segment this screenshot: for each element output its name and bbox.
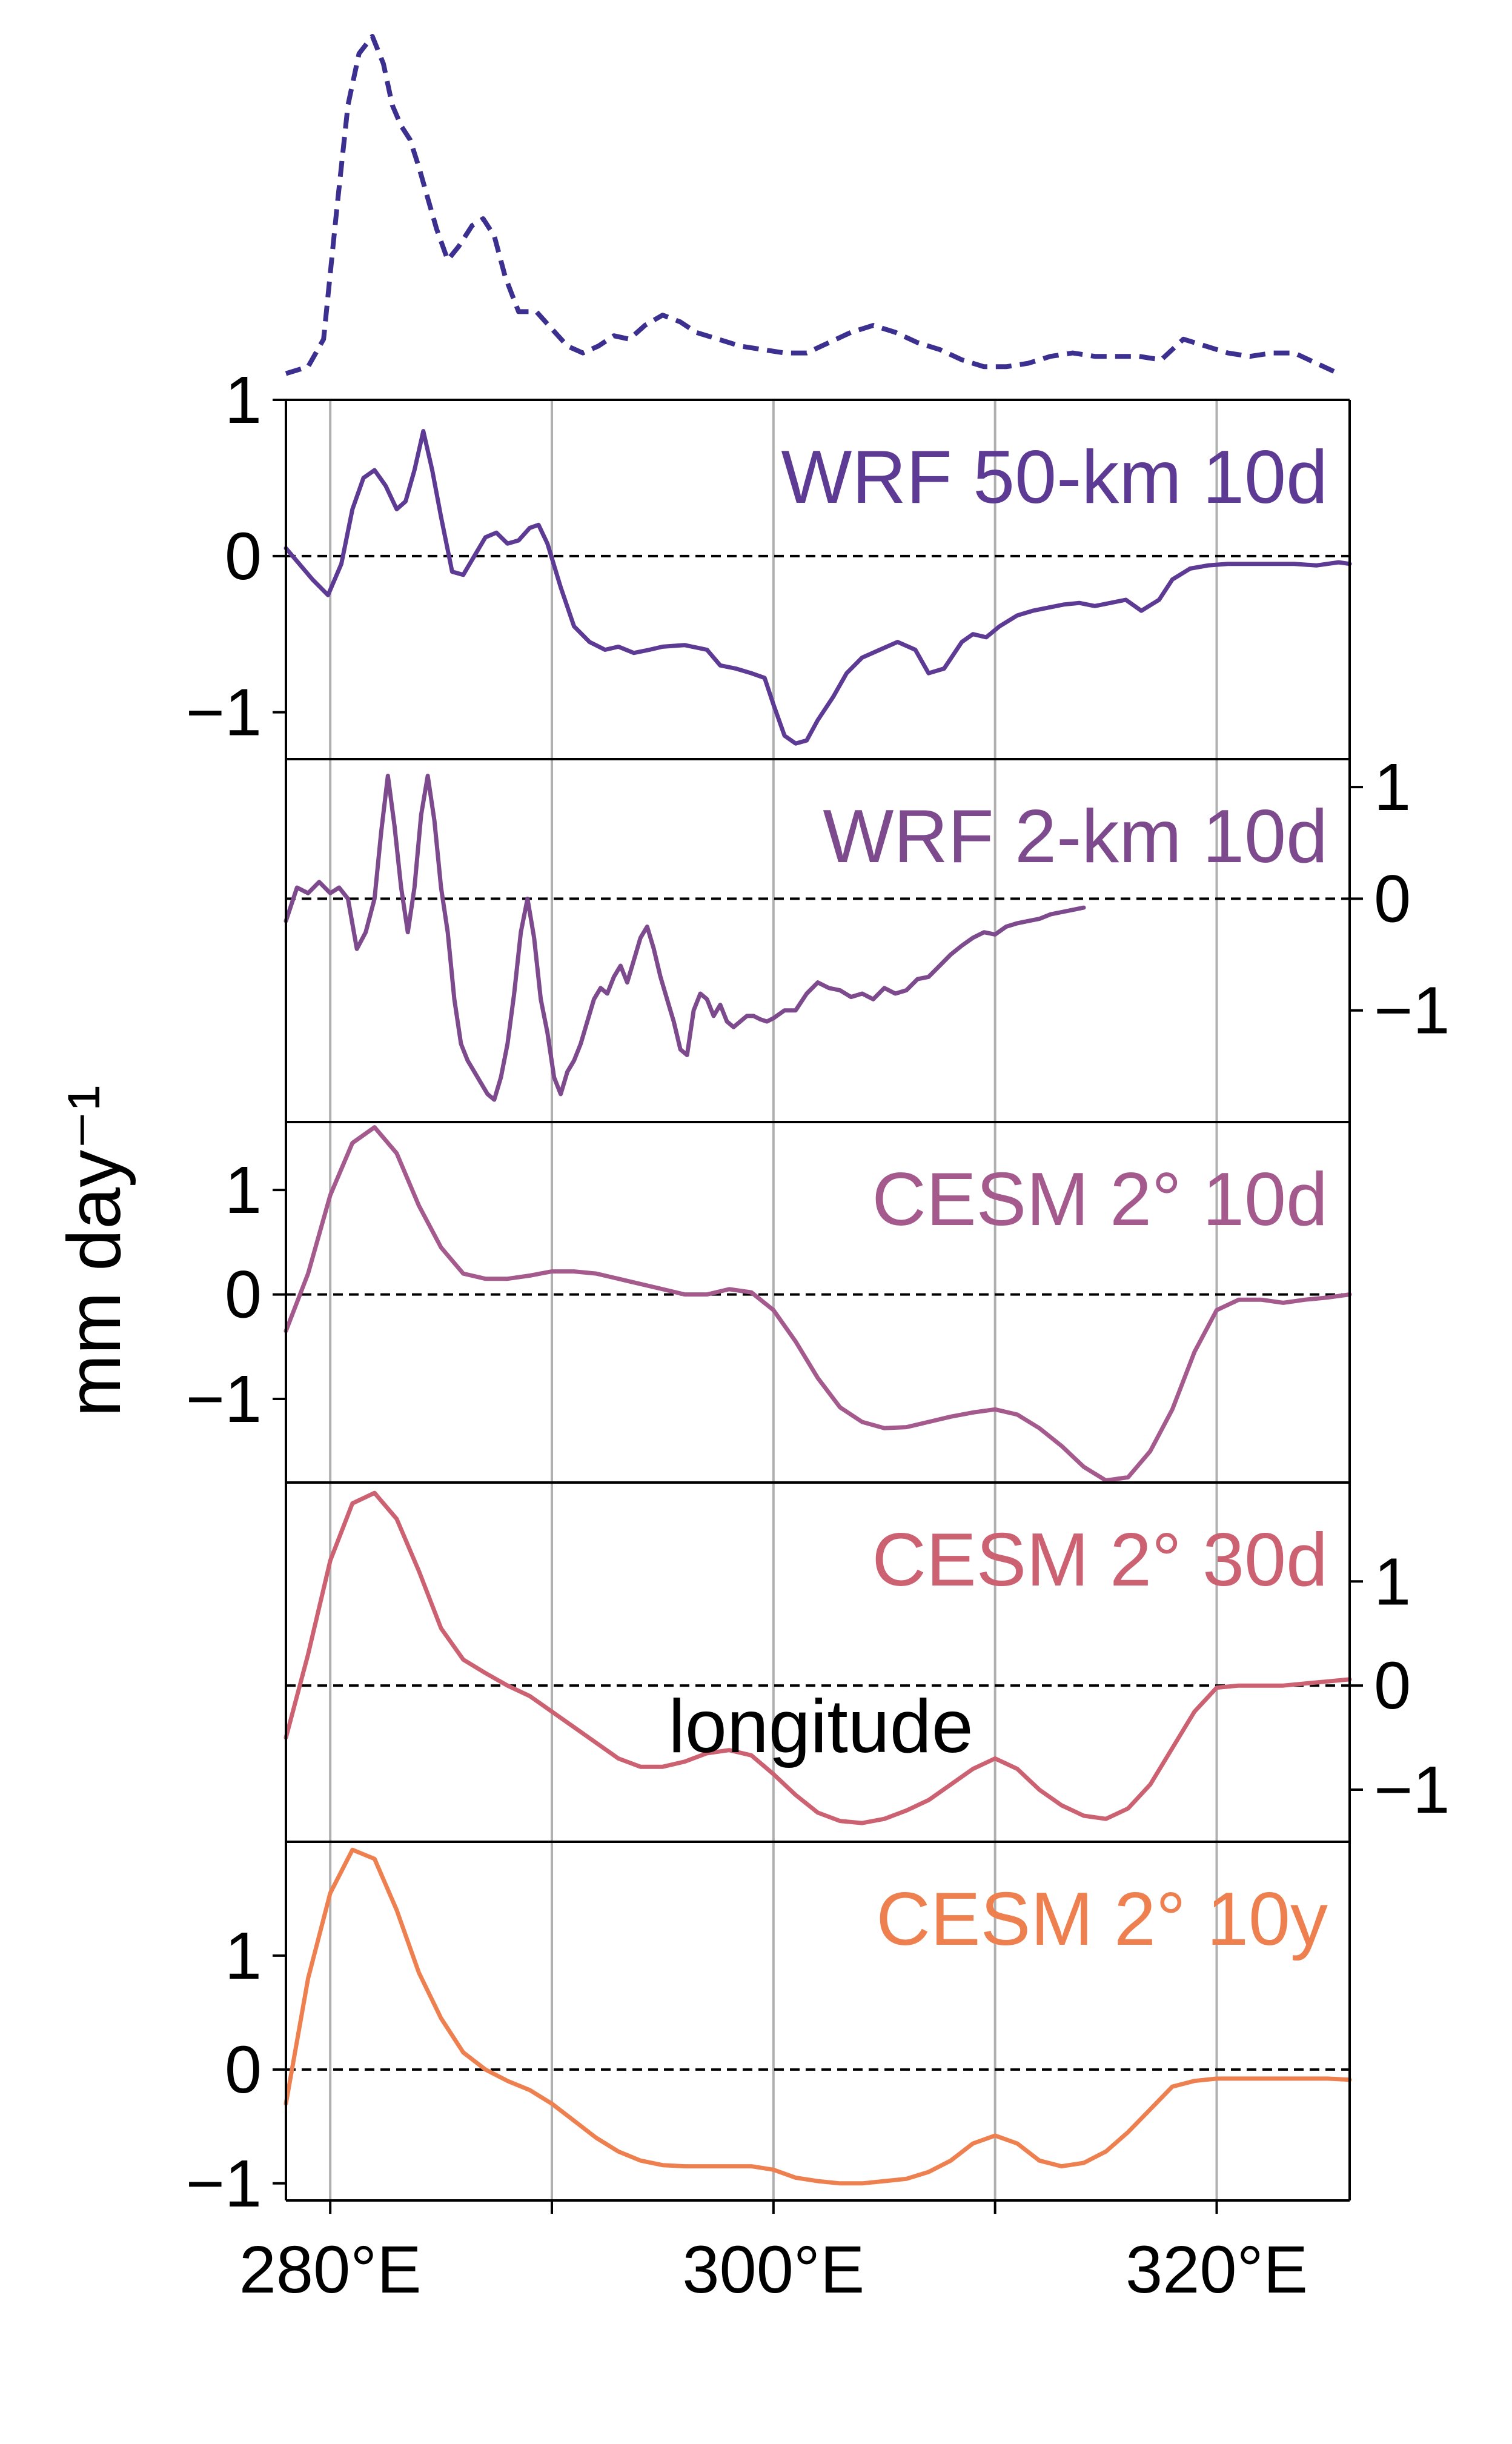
- y-tick-label: 1: [1374, 750, 1411, 825]
- x-tick-label: 300°E: [682, 2233, 864, 2307]
- y-tick-label: 0: [225, 1258, 262, 1332]
- zero-lines: [286, 554, 1350, 2071]
- y-tick-label: 0: [1374, 1649, 1411, 1723]
- y-tick-label: 1: [225, 363, 262, 437]
- y-tick-label: 0: [225, 519, 262, 594]
- panel-frames: [285, 399, 1351, 2202]
- y-tick-label: −1: [1374, 974, 1450, 1048]
- y-tick-label: −1: [1374, 1753, 1450, 1827]
- y-axis-label: mm day⁻¹: [53, 1085, 136, 1417]
- y-tick-label: 0: [225, 2033, 262, 2107]
- x-tick-label: 320°E: [1126, 2233, 1308, 2307]
- x-axis-label: longitude: [668, 1685, 973, 1768]
- y-tick-label: 1: [1374, 1544, 1411, 1619]
- y-tick-label: −1: [186, 2147, 262, 2221]
- y-tick-label: 1: [225, 1919, 262, 1993]
- series-line-3: [284, 1125, 1352, 1483]
- series-line-5: [284, 1847, 1352, 2186]
- series-line-2: [284, 774, 1086, 1102]
- y-tick-label: −1: [186, 676, 262, 750]
- ticks: [273, 399, 1363, 2214]
- y-tick-label: 1: [225, 1153, 262, 1227]
- labels: 1 0 −1 WRF 50-km 10d 1 0 −1 WRF 2-km 10d 1 0 −1 CES…: [186, 363, 1450, 2307]
- top-profile-line: [285, 34, 1340, 376]
- panel-title-5: CESM 2° 10y: [876, 1878, 1328, 1961]
- series-lines: [284, 34, 1352, 2186]
- series-line-1: [284, 429, 1352, 746]
- series-line-4: [284, 1490, 1352, 1825]
- panel-title-1: WRF 50-km 10d: [781, 436, 1328, 519]
- panel-title-2: WRF 2-km 10d: [823, 795, 1328, 878]
- panel-title-4: CESM 2° 30d: [872, 1518, 1328, 1602]
- panel-title-3: CESM 2° 10d: [872, 1158, 1328, 1241]
- x-tick-label: 280°E: [239, 2233, 422, 2307]
- y-tick-label: 0: [1374, 862, 1411, 936]
- y-tick-label: −1: [186, 1362, 262, 1436]
